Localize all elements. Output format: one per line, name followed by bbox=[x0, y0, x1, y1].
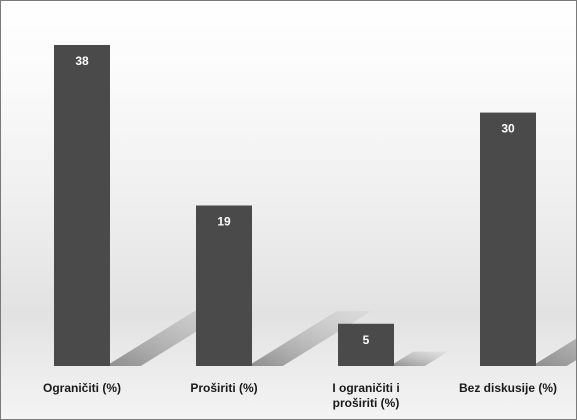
category-label: Bez diskusije (%) bbox=[459, 381, 557, 395]
bar-value-label: 5 bbox=[363, 333, 370, 347]
category-label: Proširiti (%) bbox=[190, 381, 257, 395]
category-label: Ograničiti (%) bbox=[43, 381, 121, 395]
category-labels: Ograničiti (%) Proširiti (%) I ograničiti … bbox=[43, 381, 557, 410]
bar-shadow bbox=[390, 351, 449, 366]
bar-value-label: 30 bbox=[501, 122, 515, 136]
bar-shadow bbox=[532, 338, 576, 366]
category-label: I ograničiti i proširiti (%) bbox=[332, 381, 399, 410]
value-labels: 38 19 5 30 bbox=[75, 54, 515, 347]
bar bbox=[338, 323, 394, 366]
bar-value-label: 19 bbox=[217, 215, 231, 229]
bar bbox=[54, 45, 110, 366]
bar bbox=[196, 205, 252, 366]
bars bbox=[54, 45, 536, 366]
bar-value-label: 38 bbox=[75, 54, 89, 68]
bar bbox=[480, 112, 536, 366]
